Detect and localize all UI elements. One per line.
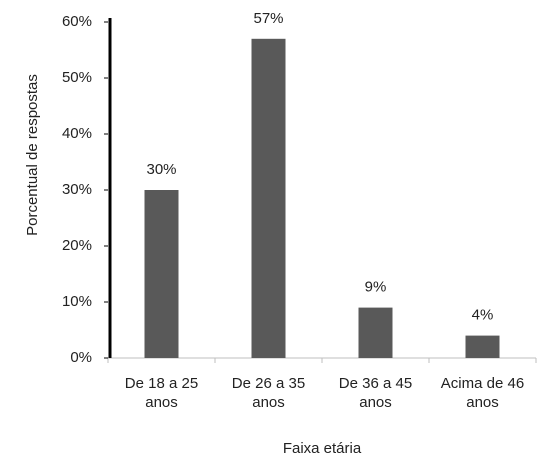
y-tick-label: 60% <box>62 13 92 30</box>
y-tick-label: 20% <box>62 237 92 254</box>
bar <box>144 190 179 358</box>
value-label: 30% <box>146 161 176 178</box>
y-tick-label: 10% <box>62 293 92 310</box>
x-tick-label: Acima de 46 anos <box>440 375 525 411</box>
x-tick-label: De 26 a 35 anos <box>231 375 306 411</box>
y-axis-title: Porcentual de respostas <box>24 74 41 236</box>
bar <box>465 335 500 358</box>
y-tick-label: 40% <box>62 125 92 142</box>
x-tick-label: De 18 a 25 anos <box>124 375 199 411</box>
y-tick-label: 0% <box>70 349 92 366</box>
value-label: 4% <box>472 307 494 324</box>
x-tick-label: De 36 a 45 anos <box>338 375 413 411</box>
value-label: 57% <box>253 10 283 27</box>
x-axis-title: Faixa etária <box>283 440 362 457</box>
y-tick-label: 30% <box>62 181 92 198</box>
bar <box>251 38 286 359</box>
value-label: 9% <box>365 279 387 296</box>
bar <box>358 307 393 358</box>
y-tick-label: 50% <box>62 69 92 86</box>
